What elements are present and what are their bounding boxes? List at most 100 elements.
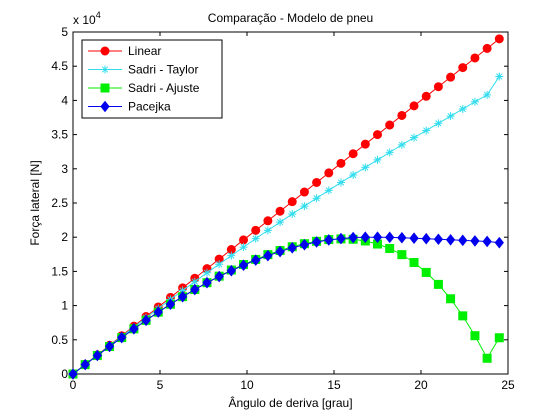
data-point (239, 243, 248, 252)
data-point (251, 254, 261, 266)
data-point (275, 245, 285, 258)
data-point (215, 260, 224, 269)
data-point (336, 178, 345, 187)
data-point (141, 314, 151, 327)
legend-label: Pacejka (128, 100, 171, 114)
data-point (372, 231, 383, 244)
data-point (482, 235, 492, 248)
data-point (421, 232, 431, 245)
data-point (446, 294, 456, 304)
data-point (495, 72, 504, 81)
x-tick-label: 0 (70, 378, 77, 392)
data-point (226, 264, 236, 277)
data-point (409, 232, 419, 245)
data-point (446, 112, 455, 121)
y-axis-label: Força lateral [N] (28, 160, 42, 245)
legend-marker (100, 100, 110, 113)
legend-item: Sadri - Taylor (88, 63, 198, 77)
data-point (312, 194, 321, 203)
data-point (409, 258, 419, 268)
y-tick-label: 1.5 (51, 264, 68, 278)
data-point (433, 82, 443, 92)
data-point (373, 155, 382, 164)
data-point (276, 218, 285, 227)
data-point (482, 353, 492, 363)
data-point (202, 276, 212, 289)
data-point (238, 259, 249, 272)
data-point (421, 91, 431, 101)
data-point (458, 104, 467, 113)
data-point (470, 53, 480, 63)
legend-item: Sadri - Ajuste (88, 81, 200, 95)
data-point (190, 283, 200, 296)
data-point (434, 119, 443, 128)
data-point (348, 149, 358, 159)
data-point (397, 250, 407, 260)
y-tick-label: 0.5 (51, 333, 68, 347)
data-point (482, 43, 492, 53)
series-layer (68, 34, 504, 380)
data-point (470, 235, 480, 247)
legend-item: Pacejka (88, 100, 171, 114)
data-point (494, 34, 504, 44)
data-point (287, 242, 297, 254)
y-tick-label: 2.5 (51, 196, 68, 210)
data-point (458, 311, 468, 321)
chart-title: Comparação - Modelo de pneu (208, 11, 373, 25)
data-point (385, 148, 394, 157)
data-point (324, 168, 334, 178)
legend: Linear Sadri - Taylor Sadri - Ajuste Pacejk… (81, 39, 223, 119)
data-point (410, 133, 419, 142)
data-point (458, 234, 468, 247)
data-point (483, 90, 492, 99)
data-point (129, 323, 139, 335)
x-tick-label: 25 (501, 378, 515, 392)
data-point (117, 331, 127, 344)
series-3 (68, 231, 504, 380)
data-point (421, 267, 431, 277)
data-point (446, 72, 456, 82)
data-point (251, 234, 260, 243)
data-point (409, 101, 419, 111)
legend-item: Linear (88, 44, 161, 58)
y-tick-label: 1 (61, 299, 68, 313)
legend-label: Sadri - Taylor (128, 63, 198, 77)
y-tick-label: 2 (61, 230, 68, 244)
data-point (360, 139, 370, 149)
data-point (324, 186, 333, 195)
data-point (190, 277, 199, 286)
x-axis-label: Ângulo de deriva [grau] (228, 395, 352, 410)
y-tick-label: 4.5 (51, 59, 68, 73)
data-point (68, 368, 78, 380)
data-point (494, 236, 504, 249)
data-point (288, 209, 297, 218)
data-point (336, 232, 346, 245)
data-point (433, 233, 444, 246)
data-point (494, 333, 504, 343)
data-point (263, 226, 272, 235)
data-point (360, 231, 370, 244)
data-point (385, 231, 395, 244)
data-point (397, 110, 407, 120)
data-point (239, 235, 249, 245)
data-point (92, 349, 103, 362)
data-point (470, 331, 480, 341)
data-point (470, 97, 479, 106)
data-point (299, 187, 309, 197)
data-point (361, 163, 370, 172)
data-point (458, 63, 468, 73)
data-point (312, 177, 322, 187)
data-point (300, 202, 309, 211)
legend-label: Linear (128, 44, 161, 58)
data-point (445, 233, 456, 246)
data-point (202, 268, 211, 277)
data-point (263, 249, 273, 262)
data-point (299, 238, 310, 251)
x-tick-label: 10 (240, 378, 254, 392)
y-tick-label: 3.5 (51, 128, 68, 142)
data-point (178, 286, 187, 295)
x-tick-label: 15 (327, 378, 341, 392)
data-point (422, 126, 431, 135)
y-tick-label: 5 (61, 25, 68, 39)
